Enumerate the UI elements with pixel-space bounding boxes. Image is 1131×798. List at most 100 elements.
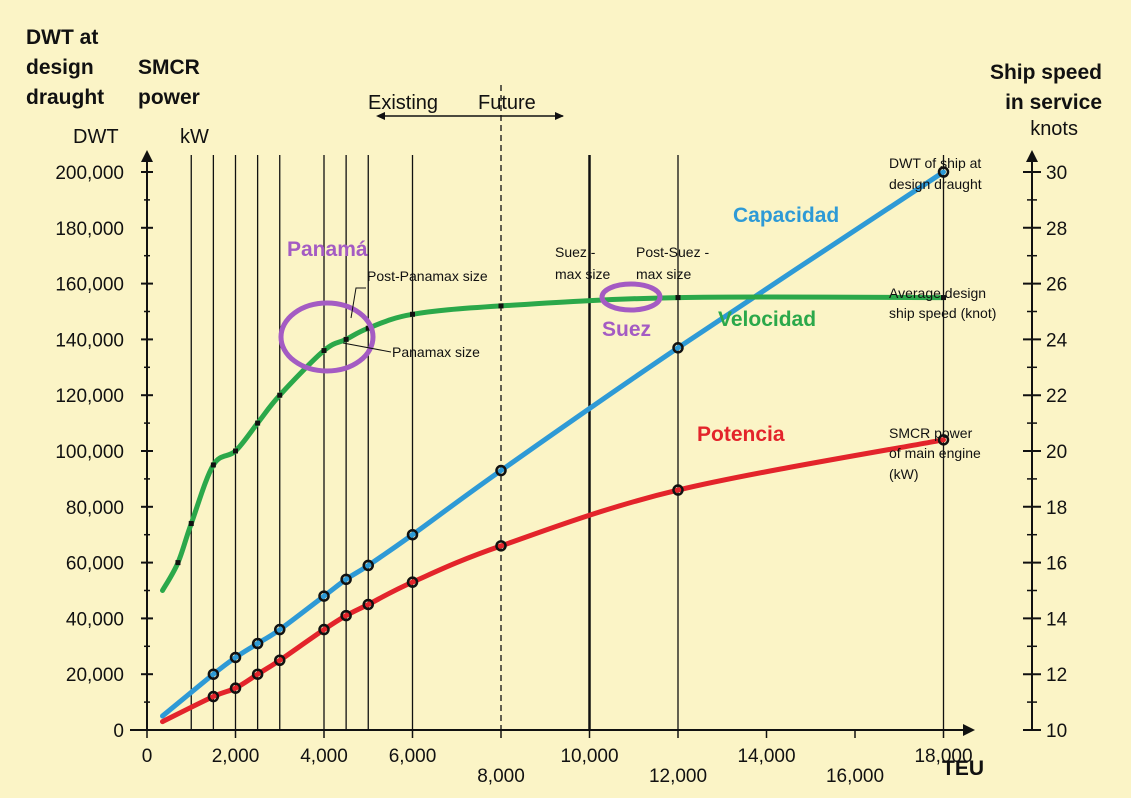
post-suezmax-label-line-2: max size [636,266,691,282]
left-axis-title-line-2: design [26,56,94,79]
dwt-note-line-2: design draught [889,176,982,192]
velocidad-label: Velocidad [718,308,816,331]
capacidad-point [274,623,286,636]
post-panamax-label: Post-Panamax size [367,268,488,284]
speed-note-line-1: Average design [889,285,986,301]
x-tick-label: 14,000 [737,746,795,767]
potencia-point [406,576,419,588]
existing-arrowhead [376,112,385,120]
potencia-point [251,668,264,680]
velocidad-series-line [160,294,946,593]
y-tick-label: 200,000 [55,163,124,184]
capacidad-point [340,573,352,586]
y-tick-label: 20,000 [66,665,124,686]
right-tick-label: 26 [1046,275,1067,296]
velocidad-point [675,295,681,301]
y-tick-label: 40,000 [66,609,124,630]
right-tick-label: 10 [1046,721,1067,742]
x-ticks: 0 2,000 4,000 6,000 8,000 10,000 12,000 14,000 1… [142,730,973,787]
capacidad-point [207,668,220,680]
velocidad-point [175,560,181,566]
potencia-point [207,690,220,703]
x-tick-label: 6,000 [389,746,437,767]
power-note-line-1: SMCR power [889,425,973,441]
power-axis-title-line-1: SMCR [138,56,200,79]
panama-highlight-ellipse [278,300,376,374]
capacidad-point [362,559,374,572]
x-tick-label: 4,000 [300,746,348,767]
x-tick-label: 10,000 [560,746,618,767]
post-panamax-leader [350,287,366,319]
y-tick-label: 120,000 [55,386,124,407]
power-note-line-2: of main engine [889,445,981,461]
potencia-label: Potencia [697,423,785,446]
x-tick-label: 2,000 [212,746,260,767]
y-tick-label: 180,000 [55,219,124,240]
speed-note-line-2: ship speed (knot) [889,305,996,321]
vertical-reference-lines [190,85,945,730]
velocidad-point [210,462,216,468]
capacidad-point [672,342,684,354]
x-tick-label: 0 [142,746,153,767]
y-tick-label: 0 [113,721,124,742]
panamax-leader [342,342,392,353]
power-axis-title-line-2: power [138,86,200,109]
capacidad-point [937,166,950,178]
capacidad-point [406,528,419,541]
left-axis-title-line-3: draught [26,86,104,109]
potencia-point [362,598,374,611]
future-label: Future [478,92,536,114]
power-note-line-3: (kW) [889,466,919,482]
potencia-point [495,540,507,552]
left-axis-title-line-1: DWT at [26,26,98,49]
capacidad-point [495,464,507,477]
x-tick-label: 8,000 [477,766,525,787]
right-tick-label: 16 [1046,554,1067,575]
existing-label: Existing [368,92,438,114]
y-tick-label: 80,000 [66,498,124,519]
y-tick-label: 60,000 [66,554,124,575]
capacidad-series-line [160,169,946,719]
capacidad-label: Capacidad [733,204,839,227]
velocidad-point [188,521,194,527]
potencia-point [937,434,950,446]
panamax-label: Panamax size [392,344,480,360]
left-axis-unit: DWT [73,126,119,148]
right-y-ticks: 10 12 14 16 18 20 22 24 26 28 30 [1023,163,1068,742]
right-y-axis-arrowhead [1026,150,1038,162]
right-axis-unit: knots [1030,118,1078,140]
right-tick-label: 24 [1046,330,1068,351]
potencia-point [229,682,242,694]
right-tick-label: 28 [1046,219,1067,240]
velocidad-point [365,325,371,331]
velocidad-point [941,295,946,301]
panama-label: Panamá [287,238,368,261]
potencia-point [672,484,684,496]
left-y-ticks: 0 20,000 40,000 60,000 80,000 100,000 120,000 1… [55,163,153,742]
series-markers [175,166,950,703]
series-lines [160,169,946,725]
suezmax-label-line-2: max size [555,266,610,282]
x-tick-label: 12,000 [649,766,707,787]
y-tick-label: 100,000 [55,442,124,463]
velocidad-point [343,336,349,342]
right-tick-label: 14 [1046,609,1068,630]
dwt-note-line-1: DWT of ship at [889,155,981,171]
velocidad-point [410,311,415,317]
velocidad-point [277,392,283,398]
velocidad-point [255,420,261,426]
velocidad-point [233,448,238,454]
potencia-point [318,623,330,636]
x-tick-label: 18,000 [914,746,972,767]
capacidad-point [229,651,242,664]
potencia-point [340,609,352,622]
capacidad-point [318,590,330,602]
capacidad-point [251,637,264,650]
right-axis-title-line-2: in service [1005,91,1102,114]
power-axis-unit: kW [180,126,209,148]
post-suezmax-label-line-1: Post-Suez - [636,244,709,260]
x-axis-label: TEU [942,757,984,780]
right-tick-label: 30 [1046,163,1067,184]
